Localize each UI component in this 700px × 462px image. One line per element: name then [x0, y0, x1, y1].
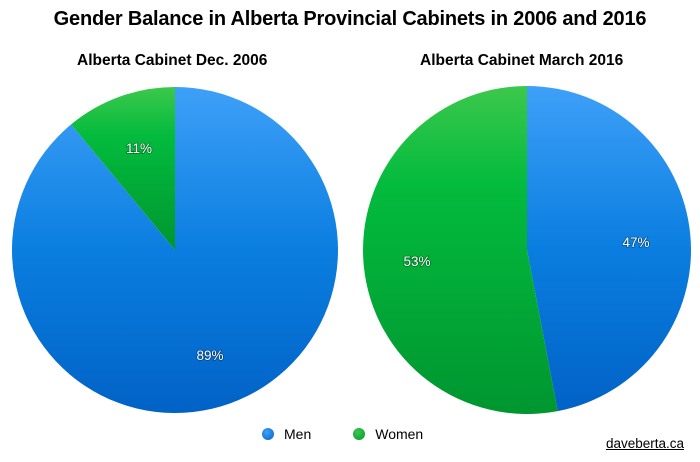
credit-link[interactable]: daveberta.ca	[605, 436, 684, 451]
pie-title-2016: Alberta Cabinet March 2016	[420, 52, 624, 69]
pie-2016: 47% 53%	[362, 86, 691, 414]
legend: Men Women	[262, 426, 465, 442]
pie-slice-men	[11, 87, 338, 413]
pie-slice-women	[362, 86, 558, 414]
slice-label-men: 47%	[622, 235, 649, 250]
women-swatch-icon	[353, 428, 366, 440]
chart-title: Gender Balance in Alberta Provincial Cab…	[53, 8, 647, 30]
pie-2006: 89% 11%	[11, 87, 338, 413]
pie-slice-men	[527, 86, 691, 412]
slice-label-women: 11%	[126, 141, 152, 156]
legend-item-men: Men	[262, 426, 311, 442]
legend-label-men: Men	[284, 426, 312, 442]
legend-label-women: Women	[375, 426, 424, 442]
men-swatch-icon	[262, 428, 274, 440]
pie-slice-women	[71, 87, 175, 250]
legend-item-women: Women	[353, 426, 423, 442]
pie-title-2006: Alberta Cabinet Dec. 2006	[77, 52, 268, 69]
slice-label-women: 53%	[403, 254, 430, 269]
slice-label-men: 89%	[196, 348, 223, 363]
